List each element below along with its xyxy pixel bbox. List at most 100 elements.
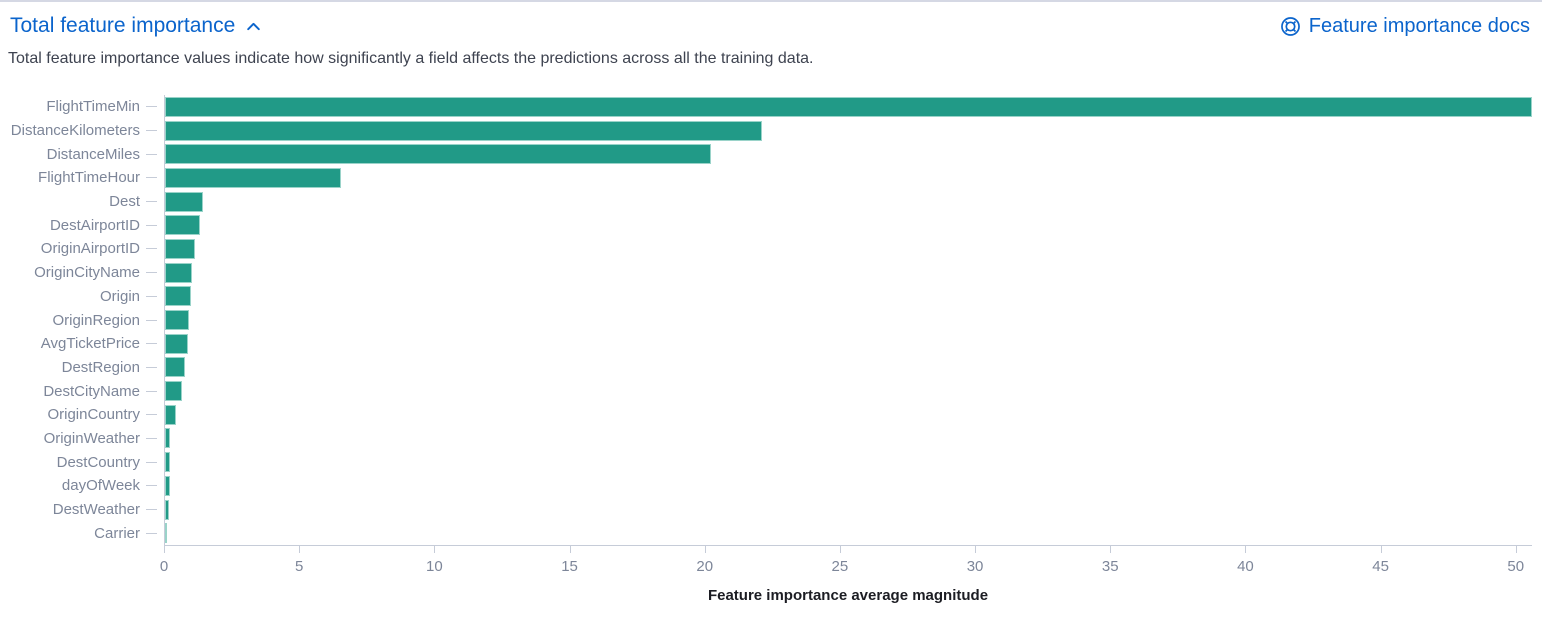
feature-importance-chart: FlightTimeMin DistanceKilometers DistanceM… [0,95,1532,604]
chevron-up-icon [245,18,262,35]
bar-track [164,308,1532,332]
y-axis-tick [146,224,157,226]
x-axis: 0 5 10 15 20 25 30 35 40 45 50 [160,545,1532,575]
bar-track [164,474,1532,498]
bar-track [164,521,1532,546]
importance-bar-DistanceKilometers[interactable] [165,120,763,141]
y-axis-label: OriginRegion [52,311,140,329]
importance-bar-DestAirportID[interactable] [165,215,201,236]
importance-bar-dayOfWeek[interactable] [165,475,170,496]
x-axis-tick [1380,546,1382,553]
x-axis-tick [569,546,571,553]
bar-track [164,213,1532,238]
y-axis-tick [146,366,157,368]
y-axis-label: DistanceMiles [46,145,140,163]
y-axis-label: Dest [109,193,140,211]
importance-bar-FlightTimeMin[interactable] [165,96,1532,117]
chart-row: OriginRegion [0,308,1532,332]
chart-row: Origin [0,284,1532,309]
y-axis-label: OriginWeather [43,429,140,447]
y-axis-tick [146,509,157,511]
y-axis-label: DistanceKilometers [10,122,140,140]
y-axis-tick [146,295,157,297]
importance-bar-DestCityName[interactable] [165,381,183,402]
chart-row: OriginCityName [0,260,1532,285]
chart-row: DistanceMiles [0,142,1532,167]
x-axis-tick-label: 15 [561,558,578,575]
y-axis-label: DestCityName [43,382,140,400]
chart-row: OriginCountry [0,402,1532,427]
panel-description: Total feature importance values indicate… [8,50,814,67]
importance-bar-Dest[interactable] [165,191,203,212]
x-axis-tick-label: 30 [966,558,984,575]
panel-header: Total feature importance Feature importa… [0,2,1542,38]
importance-bar-DestRegion[interactable] [165,357,186,378]
x-axis-tick-label: 10 [426,558,443,575]
y-axis-tick [146,153,157,155]
chart-row: OriginAirportID [0,237,1532,261]
chart-row: DestRegion [0,355,1532,380]
x-axis-tick [164,546,165,553]
y-axis-label: DestWeather [52,501,140,519]
chart-row: OriginWeather [0,426,1532,451]
chart-row: DistanceKilometers [0,118,1532,143]
importance-bar-OriginWeather[interactable] [165,428,171,449]
chart-row: DestWeather [0,497,1532,522]
chart-row: DestAirportID [0,213,1532,238]
chart-row: AvgTicketPrice [0,331,1532,356]
y-axis-tick [146,248,157,250]
y-axis-tick [146,461,157,463]
y-axis-tick [146,414,157,416]
importance-bar-OriginCountry[interactable] [165,404,176,425]
x-axis-tick-label: 50 [1507,558,1525,575]
feature-importance-docs-link[interactable]: Feature importance docs [1280,15,1530,38]
y-axis-label: Origin [99,287,140,305]
importance-bar-AvgTicketPrice[interactable] [165,333,188,354]
chart-row: dayOfWeek [0,474,1532,498]
chart-row: DestCityName [0,379,1532,403]
y-axis-label: DestCountry [56,453,140,471]
y-axis-label: FlightTimeHour [38,169,140,187]
x-axis-tick [434,546,436,553]
bar-track [164,450,1532,474]
y-axis-tick [146,272,157,274]
y-axis-label: OriginCityName [34,264,140,282]
section-top-divider [0,0,1542,2]
importance-bar-OriginAirportID[interactable] [165,238,195,259]
importance-bar-Origin[interactable] [165,286,191,307]
importance-bar-OriginCityName[interactable] [165,262,193,283]
chart-row: Carrier [0,521,1532,546]
life-ring-icon [1280,16,1301,37]
x-axis-tick-label: 5 [295,558,304,575]
x-axis-tick [1245,546,1247,553]
importance-bar-DistanceMiles[interactable] [165,144,711,165]
bar-track [164,260,1532,285]
y-axis-tick [146,485,157,487]
y-axis-tick [146,177,157,179]
x-axis-tick-label: 45 [1372,558,1389,575]
chart-rows: FlightTimeMin DistanceKilometers DistanceM… [0,95,1532,546]
importance-bar-FlightTimeHour[interactable] [165,167,341,188]
x-axis-tick [1515,546,1517,553]
y-axis-label: AvgTicketPrice [40,335,140,353]
importance-bar-DestCountry[interactable] [165,452,170,473]
x-axis-tick-label: 0 [159,558,169,575]
importance-bar-Carrier[interactable] [165,523,167,544]
y-axis-label: OriginAirportID [40,240,140,258]
x-axis-tick [299,546,301,553]
total-feature-importance-accordion-toggle[interactable]: Total feature importance [10,14,262,38]
chart-row: DestCountry [0,450,1532,474]
y-axis-tick [146,390,157,392]
y-axis-tick [146,532,157,534]
bar-track [164,497,1532,522]
y-axis-tick [146,106,157,108]
y-axis-label: Carrier [94,524,140,542]
importance-bar-DestWeather[interactable] [165,499,169,520]
bar-track [164,95,1532,119]
importance-bar-OriginRegion[interactable] [165,310,190,331]
y-axis-label: OriginCountry [47,406,140,424]
chart-row: Dest [0,189,1532,214]
chart-row: FlightTimeHour [0,166,1532,190]
docs-link-label: Feature importance docs [1308,14,1530,37]
x-axis-tick [704,546,706,553]
